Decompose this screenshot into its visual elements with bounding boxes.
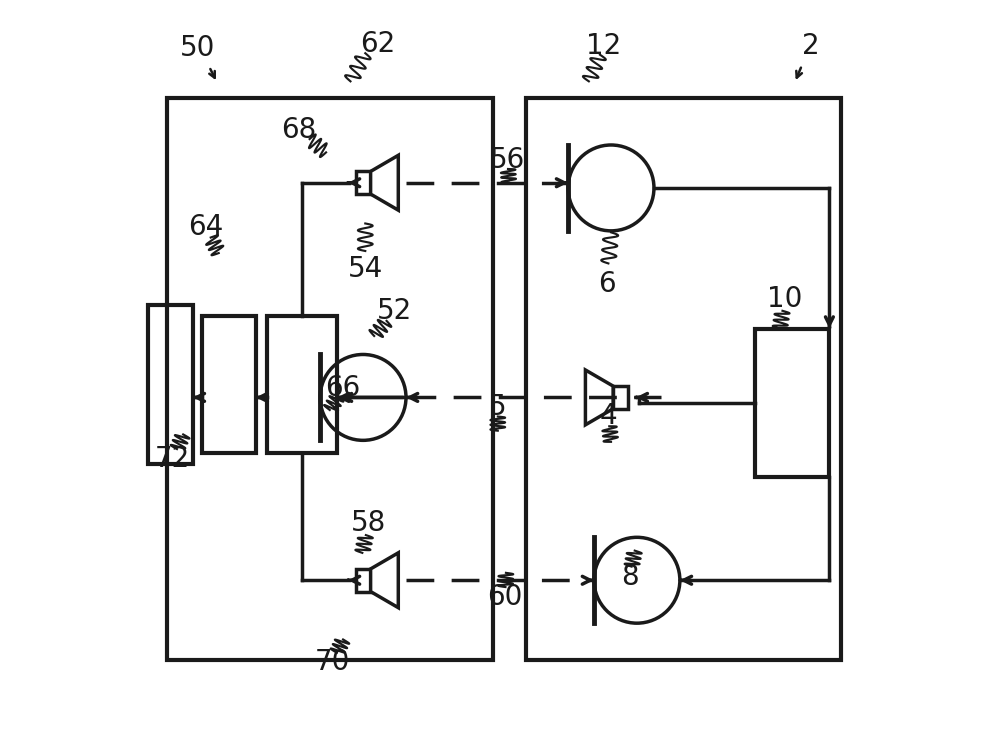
Text: 56: 56 <box>490 146 525 174</box>
Text: 8: 8 <box>621 563 638 591</box>
Text: 70: 70 <box>315 648 350 675</box>
Bar <box>356 172 371 194</box>
Text: 2: 2 <box>802 32 820 59</box>
Text: 60: 60 <box>487 583 523 611</box>
Bar <box>613 386 628 409</box>
Circle shape <box>594 537 680 623</box>
Bar <box>526 97 841 661</box>
Text: 4: 4 <box>599 402 617 430</box>
Bar <box>202 316 256 453</box>
Text: 54: 54 <box>348 256 383 283</box>
Text: 68: 68 <box>281 116 316 144</box>
Text: 6: 6 <box>598 270 615 298</box>
Text: 50: 50 <box>180 34 216 62</box>
Bar <box>755 328 829 476</box>
Text: 58: 58 <box>351 509 386 537</box>
Text: 66: 66 <box>325 374 361 402</box>
Bar <box>167 97 493 661</box>
Text: 12: 12 <box>586 32 621 59</box>
Text: 52: 52 <box>377 296 413 325</box>
Polygon shape <box>371 553 398 608</box>
Text: 10: 10 <box>767 285 802 313</box>
Circle shape <box>320 354 406 441</box>
Bar <box>267 316 337 453</box>
Text: 64: 64 <box>188 213 223 241</box>
Bar <box>356 569 371 591</box>
Polygon shape <box>585 370 613 425</box>
Text: 62: 62 <box>360 30 395 58</box>
Circle shape <box>568 145 654 231</box>
Text: 72: 72 <box>155 445 190 473</box>
Polygon shape <box>371 155 398 210</box>
Text: 5: 5 <box>489 393 507 421</box>
Bar <box>148 305 193 464</box>
